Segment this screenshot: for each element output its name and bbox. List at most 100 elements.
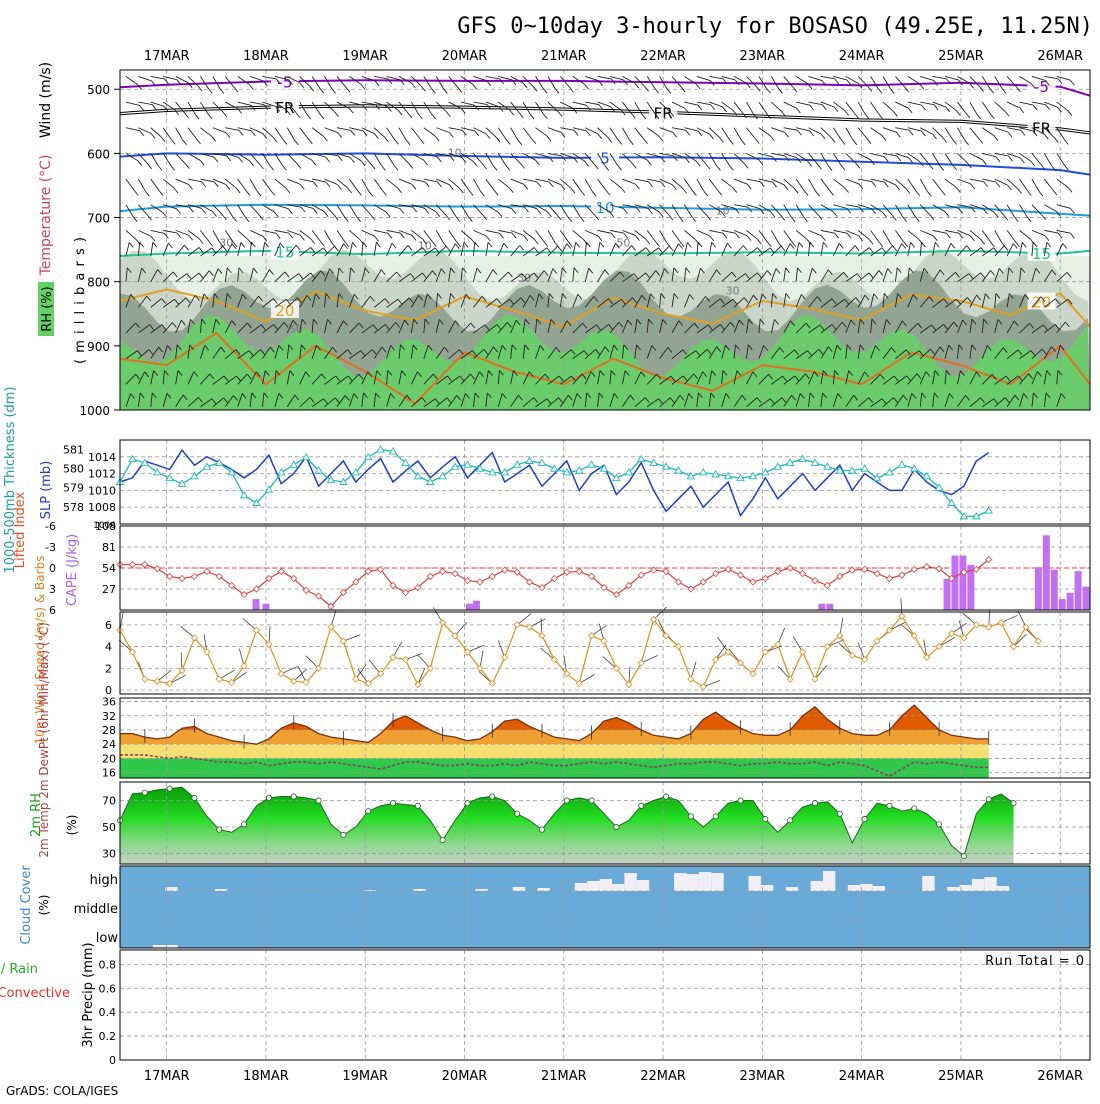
wind-barb [684,294,691,308]
wind-barb [820,346,829,359]
wind-barb-flag [732,187,738,193]
dewpt-line [120,754,989,778]
lifted-index-marker [612,591,620,599]
wind-barb [535,152,550,158]
wind-barb [659,204,670,216]
wind-barb [497,370,500,385]
wind-barb-flag [906,375,911,382]
wind-barb [374,75,389,80]
wind-barb [1044,298,1056,308]
isotherm-line-FR-inner [119,105,1091,134]
wind-barb-flag [219,88,225,94]
wind-barb [473,127,487,135]
wind-barb [175,297,187,308]
wind-barb [857,127,868,139]
wind-barb-flag [247,322,252,329]
wind-barb [1044,101,1058,108]
wind-barb [361,127,375,135]
cape-bar [1066,592,1074,610]
wind-barb-flag [893,397,898,403]
lifted-index-marker [252,585,261,593]
wind-barb [249,349,261,360]
wind-barb-flag [485,235,491,242]
wind-barb-flag [761,293,767,300]
wind10-marker [228,678,236,686]
wind-barb-flag [426,293,432,300]
wind-barb [634,272,646,283]
wind-barb-flag [1042,324,1048,331]
wind-barb [696,371,704,385]
wind-barb-flag [582,322,587,329]
wind-barb-flag [418,295,423,301]
wind-barb [448,178,460,189]
cloud-high-gap [760,885,774,891]
wind-barb [572,178,582,191]
cloud-high-gap [636,880,650,891]
wind-barb [237,294,243,308]
wind-barb [138,229,152,237]
wind-barb [696,348,708,360]
wind-barb [125,294,132,308]
wind-barb-flag [424,208,430,214]
y-tick-label: 700 [87,212,110,226]
wind-barb [436,178,450,185]
wind-barb [497,178,510,189]
wind-barb [373,178,383,191]
temp-tick-label: 20 [102,752,116,765]
wind-barb-flag [797,267,802,274]
wind-barb [448,101,462,109]
wind-barb [286,101,297,114]
wind-barb [758,247,771,257]
x-axis-labels: 17MAR17MAR18MAR18MAR19MAR19MAR20MAR20MAR… [144,49,1083,1084]
wind-barb [783,267,786,282]
wind-barb [485,204,499,213]
wind10-marker [538,632,546,640]
wind-barb-flag [1041,348,1047,355]
wind10-barb [118,639,133,653]
wind-barb-flag [1007,184,1012,191]
cloud-high-gap [612,884,625,891]
wind-barb [150,324,163,334]
wind-barb-flag [668,214,674,221]
wind-barb-flag [834,78,840,85]
wind-barb-flag [740,139,746,146]
wind-barb-flag [647,208,653,214]
wind10-frame [119,611,1091,695]
wind10-barb [717,637,729,653]
wind-barb-flag [648,318,653,325]
wind-barb [187,153,201,161]
wind-barb-flag [608,298,613,304]
wind10-marker [885,626,894,634]
wind-barb-flag [294,394,300,401]
wind-barb [547,127,562,133]
wind-barb [324,178,338,185]
lifted-index-marker [228,581,236,590]
wind-barb [485,101,500,108]
wind-barb-flag [448,184,454,190]
wind-barb-flag [369,295,375,302]
wind-barb-flag [139,105,144,111]
wind-barb-flag [1029,323,1034,329]
wind-barb-flag [624,370,630,376]
wind-barb [609,204,624,209]
wind-barb-flag [410,273,415,279]
wind10-marker [674,643,683,651]
wind-barb-flag [641,294,647,301]
wind-barb [585,101,599,106]
rh2m-marker [861,816,868,823]
wind-barb [1056,101,1069,111]
wind-barb [1007,127,1021,131]
wind-barb-flag [153,370,158,376]
rh2m-marker [663,793,670,800]
wind-barb-flag [158,190,164,196]
wind-barb-flag [300,206,306,213]
wind-barb [683,242,688,257]
wind-barb [398,153,410,164]
wind-barb-flag [887,268,893,274]
wind-barb-flag [991,374,997,380]
wind-barb [820,370,824,385]
thickness-marker [425,477,435,485]
wind-barb [373,127,385,138]
wind-barb [398,394,408,408]
